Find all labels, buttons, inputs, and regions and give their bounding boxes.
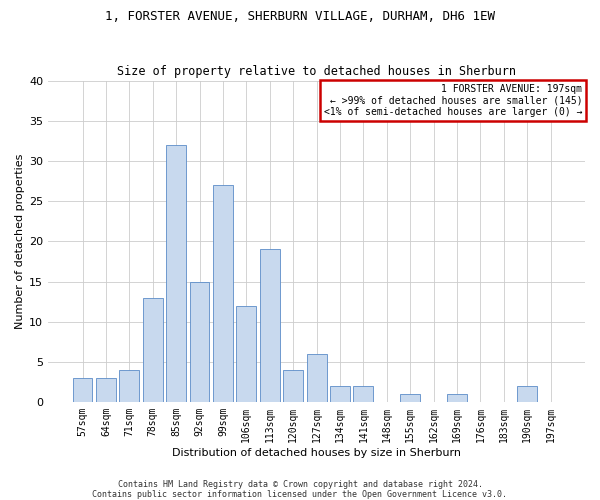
Title: Size of property relative to detached houses in Sherburn: Size of property relative to detached ho… [117,66,516,78]
Bar [236,306,256,402]
Bar [166,145,186,402]
Bar [283,370,303,402]
Bar [307,354,326,402]
Text: Contains public sector information licensed under the Open Government Licence v3: Contains public sector information licen… [92,490,508,499]
Bar [213,186,233,402]
Bar [96,378,116,402]
Bar [143,298,163,402]
Bar [400,394,420,402]
Text: 1 FORSTER AVENUE: 197sqm
← >99% of detached houses are smaller (145)
<1% of semi: 1 FORSTER AVENUE: 197sqm ← >99% of detac… [324,84,582,117]
Bar [447,394,467,402]
X-axis label: Distribution of detached houses by size in Sherburn: Distribution of detached houses by size … [172,448,461,458]
Text: 1, FORSTER AVENUE, SHERBURN VILLAGE, DURHAM, DH6 1EW: 1, FORSTER AVENUE, SHERBURN VILLAGE, DUR… [105,10,495,23]
Bar [353,386,373,402]
Bar [119,370,139,402]
Bar [73,378,92,402]
Y-axis label: Number of detached properties: Number of detached properties [15,154,25,329]
Text: Contains HM Land Registry data © Crown copyright and database right 2024.: Contains HM Land Registry data © Crown c… [118,480,482,489]
Bar [330,386,350,402]
Bar [517,386,537,402]
Bar [260,250,280,402]
Bar [190,282,209,402]
